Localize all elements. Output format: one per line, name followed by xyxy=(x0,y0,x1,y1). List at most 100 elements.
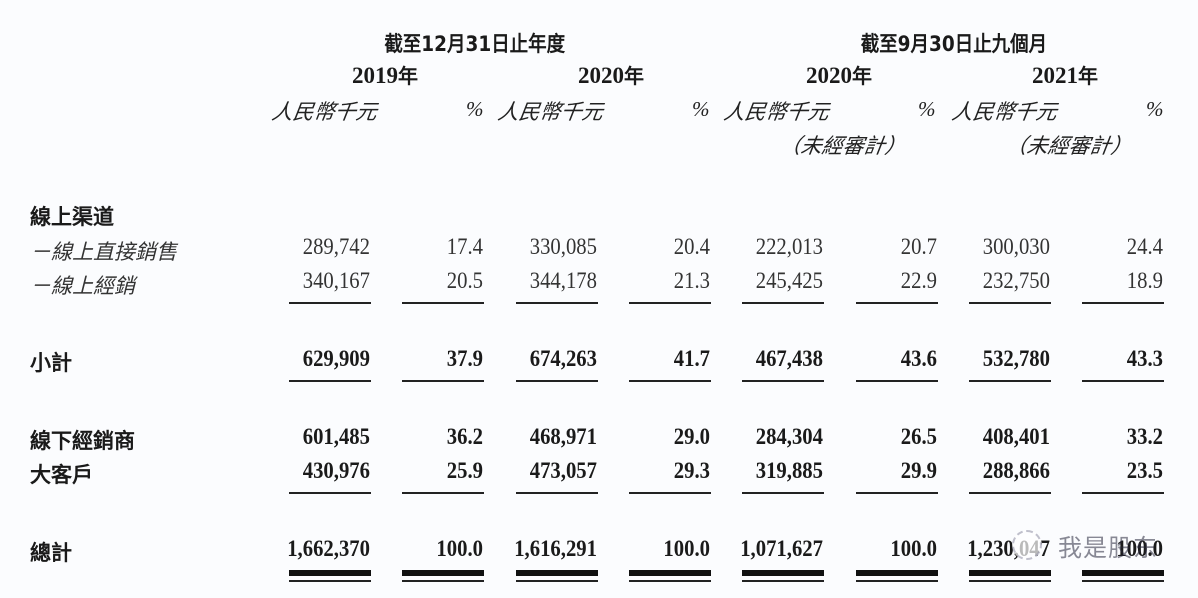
pct-label: % xyxy=(692,97,710,121)
underline xyxy=(1082,492,1164,494)
cell: 473,057 xyxy=(529,458,597,483)
cell: 1,616,291 xyxy=(514,536,597,561)
cell: 22.9 xyxy=(900,268,937,293)
pct-label: % xyxy=(1146,97,1164,121)
underline xyxy=(402,302,484,304)
double-underline xyxy=(856,580,938,582)
cell: 29.0 xyxy=(673,424,710,449)
cell: 330,085 xyxy=(529,234,597,259)
unit-label: 人民幣千元 xyxy=(950,100,1059,124)
cell: 20.5 xyxy=(446,268,483,293)
cell: 36.2 xyxy=(446,424,483,449)
year-suffix: 年 xyxy=(624,64,644,88)
cell: 23.5 xyxy=(1126,458,1163,483)
cell: 300,030 xyxy=(982,234,1050,259)
double-underline xyxy=(629,570,711,576)
underline xyxy=(856,302,938,304)
underline xyxy=(742,380,824,382)
double-underline xyxy=(969,580,1051,582)
cell: 532,780 xyxy=(982,346,1050,371)
cell: 18.9 xyxy=(1126,268,1163,293)
group-header-fiscal-year: 截至12月31日止年度 xyxy=(384,32,566,56)
cell: 232,750 xyxy=(982,268,1050,293)
unit-label: 人民幣千元 xyxy=(722,100,831,124)
cell: 26.5 xyxy=(900,424,937,449)
cell: 674,263 xyxy=(529,346,597,371)
double-underline xyxy=(402,580,484,582)
pct-label: % xyxy=(918,97,936,121)
year-header-2020-fy: 2020年 xyxy=(578,60,644,89)
year-suffix: 年 xyxy=(852,64,872,88)
cell: 340,167 xyxy=(302,268,370,293)
pct-label: % xyxy=(466,97,484,121)
underline xyxy=(629,380,711,382)
underline xyxy=(969,492,1051,494)
cell: 408,401 xyxy=(982,424,1050,449)
double-underline xyxy=(402,570,484,576)
unit-label: 人民幣千元 xyxy=(496,100,605,124)
double-underline xyxy=(856,570,938,576)
double-underline xyxy=(1082,570,1164,576)
underline xyxy=(856,492,938,494)
year-text: 2020 xyxy=(578,63,624,88)
double-underline xyxy=(969,570,1051,576)
row-label-online-distribution: －線上經銷 xyxy=(30,274,135,298)
cell: 20.7 xyxy=(900,234,937,259)
year-header-2020-9m: 2020年 xyxy=(806,60,872,89)
cell: 100.0 xyxy=(890,536,937,561)
cell: 430,976 xyxy=(302,458,370,483)
cell: 37.9 xyxy=(446,346,483,371)
cell: 629,909 xyxy=(302,346,370,371)
cell: 100.0 xyxy=(663,536,710,561)
underline xyxy=(402,380,484,382)
cell: 344,178 xyxy=(529,268,597,293)
year-text: 2021 xyxy=(1032,63,1078,88)
cell: 601,485 xyxy=(302,424,370,449)
cell: 21.3 xyxy=(673,268,710,293)
row-label-key-accounts: 大客戶 xyxy=(30,463,93,487)
cell: 29.9 xyxy=(900,458,937,483)
cell: 467,438 xyxy=(755,346,823,371)
double-underline xyxy=(629,580,711,582)
cell: 100.0 xyxy=(436,536,483,561)
year-text: 2020 xyxy=(806,63,852,88)
year-suffix: 年 xyxy=(398,64,418,88)
underline xyxy=(856,380,938,382)
double-underline xyxy=(289,570,371,576)
underline xyxy=(516,492,598,494)
cell: 41.7 xyxy=(673,346,710,371)
underline xyxy=(289,492,371,494)
cell: 20.4 xyxy=(673,234,710,259)
cell: 43.3 xyxy=(1126,346,1163,371)
double-underline xyxy=(289,580,371,582)
underline xyxy=(969,380,1051,382)
underline xyxy=(742,492,824,494)
cell: 319,885 xyxy=(755,458,823,483)
year-header-2019: 2019年 xyxy=(352,60,418,89)
underline xyxy=(1082,380,1164,382)
underline xyxy=(742,302,824,304)
cell: 33.2 xyxy=(1126,424,1163,449)
underline xyxy=(402,492,484,494)
double-underline xyxy=(1082,580,1164,582)
unaudited-label: （未經審計） xyxy=(1004,134,1134,158)
underline xyxy=(289,380,371,382)
group-header-nine-months: 截至9月30日止九個月 xyxy=(860,32,1048,56)
cell: 25.9 xyxy=(446,458,483,483)
year-text: 2019 xyxy=(352,63,398,88)
cell: 468,971 xyxy=(529,424,597,449)
cell: 43.6 xyxy=(900,346,937,371)
watermark-logo-icon xyxy=(1012,530,1042,560)
row-label-total: 總計 xyxy=(30,541,72,565)
underline xyxy=(516,380,598,382)
cell: 284,304 xyxy=(755,424,823,449)
underline xyxy=(629,492,711,494)
double-underline xyxy=(742,570,824,576)
underline xyxy=(516,302,598,304)
underline xyxy=(289,302,371,304)
unit-label: 人民幣千元 xyxy=(270,100,379,124)
cell: 24.4 xyxy=(1126,234,1163,259)
double-underline xyxy=(742,580,824,582)
cell: 100.0 xyxy=(1116,536,1163,561)
row-label-online-direct: －線上直接銷售 xyxy=(30,240,177,264)
